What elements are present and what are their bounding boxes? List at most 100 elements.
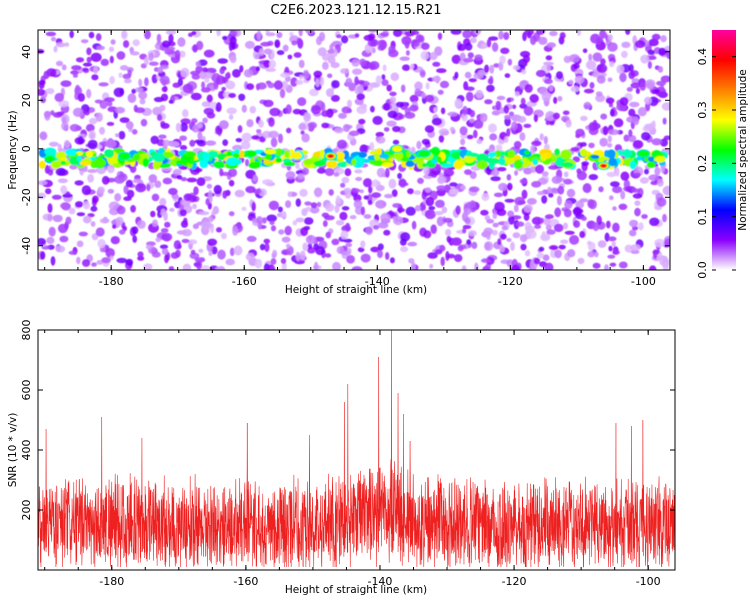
heatmap-cell: [414, 81, 423, 91]
heatmap-cell: [389, 91, 397, 97]
heatmap-cell: [367, 199, 373, 205]
heatmap-cell: [539, 133, 544, 141]
heatmap-cell: [309, 88, 319, 97]
heatmap-cell: [265, 67, 277, 72]
heatmap-cell: [465, 86, 475, 91]
heatmap-cell: [592, 222, 600, 232]
heatmap-cell: [118, 130, 126, 140]
heatmap-cell: [649, 217, 660, 227]
heatmap-cell: [160, 122, 170, 129]
heatmap-cell: [638, 222, 644, 231]
heatmap-cell: [409, 104, 419, 112]
heatmap-cell: [363, 178, 373, 188]
heatmap-cell: [245, 159, 250, 167]
heatmap-cell: [38, 180, 48, 186]
heatmap-cell: [61, 114, 70, 125]
heatmap-cell: [313, 160, 326, 167]
heatmap-cell: [38, 192, 47, 200]
heatmap-cell: [411, 261, 416, 270]
heatmap-cell: [592, 262, 601, 269]
colorbar-gradient: [712, 30, 736, 270]
x-tick-label: -180: [99, 575, 124, 588]
heatmap-cell: [343, 187, 352, 193]
heatmap-cell: [493, 192, 504, 198]
heatmap-cell: [359, 58, 366, 66]
heatmap-frame: [37, 29, 671, 271]
heatmap-cell: [486, 166, 492, 175]
heatmap-cell: [608, 129, 620, 136]
heatmap-cell: [608, 245, 613, 252]
heatmap-cell: [241, 132, 252, 143]
heatmap-cell: [71, 65, 82, 71]
heatmap-cell: [490, 176, 501, 182]
heatmap-cell: [173, 240, 182, 250]
heatmap-cell: [301, 208, 308, 217]
heatmap-cell: [222, 35, 228, 41]
heatmap-cell: [386, 120, 397, 127]
heatmap-cell: [190, 92, 202, 101]
heatmap-cell: [249, 105, 257, 114]
heatmap-cell: [213, 160, 225, 169]
heatmap-cell: [489, 75, 494, 85]
heatmap-cell: [543, 136, 548, 145]
heatmap-cell: [525, 225, 535, 234]
heatmap-cell: [148, 52, 154, 62]
heatmap-cell: [295, 198, 301, 207]
heatmap-cell: [663, 238, 670, 247]
heatmap-cell: [156, 66, 164, 74]
heatmap-cell: [541, 195, 548, 204]
heatmap-cell: [241, 140, 251, 150]
heatmap-cell: [310, 105, 322, 115]
heatmap-cell: [474, 54, 483, 61]
heatmap-cell: [48, 226, 56, 237]
heatmap-cell: [575, 128, 585, 137]
y-tick-label: -40: [20, 237, 33, 255]
heatmap-cell: [38, 160, 46, 169]
heatmap-cell: [137, 256, 145, 261]
heatmap-cell: [64, 42, 70, 47]
heatmap-cell: [205, 140, 217, 146]
heatmap-cell: [138, 78, 143, 87]
heatmap-cell: [234, 189, 245, 198]
heatmap-cell: [295, 163, 300, 169]
heatmap-cell: [335, 219, 345, 226]
heatmap-cells: [38, 30, 670, 270]
heatmap-cell: [631, 188, 641, 193]
y-tick-label: -20: [20, 188, 33, 206]
heatmap-cell: [619, 97, 629, 106]
heatmap-cell: [327, 49, 335, 54]
heatmap-cell: [397, 172, 402, 180]
heatmap-cell: [523, 123, 532, 128]
heatmap-cell: [488, 123, 497, 133]
heatmap-cell: [441, 163, 454, 168]
heatmap-cell: [644, 96, 652, 105]
heatmap-cell: [225, 258, 235, 266]
heatmap-cell: [488, 36, 499, 41]
heatmap-cell: [160, 228, 169, 233]
heatmap-cell: [568, 79, 574, 85]
heatmap-cell: [531, 140, 542, 147]
heatmap-cell: [481, 258, 491, 263]
heatmap-cell: [405, 206, 416, 216]
heatmap-cell: [325, 231, 332, 239]
heatmap-cell: [463, 156, 475, 164]
heatmap-cell: [118, 173, 128, 182]
heatmap-cell: [484, 99, 493, 105]
heatmap-cell: [392, 215, 404, 226]
heatmap-cell: [437, 176, 447, 183]
heatmap-cell: [336, 162, 347, 168]
heatmap-cell: [267, 264, 276, 270]
heatmap-cell: [381, 162, 394, 168]
heatmap-cell: [181, 228, 192, 237]
heatmap-cell: [616, 64, 625, 74]
heatmap-cell: [606, 220, 611, 229]
heatmap-cell: [112, 224, 117, 229]
heatmap-hotspot: [637, 150, 650, 158]
heatmap-cell: [371, 47, 376, 54]
heatmap-cell: [155, 237, 161, 243]
heatmap-cell: [436, 68, 447, 74]
heatmap-cell: [360, 206, 366, 216]
heatmap-cell: [110, 39, 116, 45]
heatmap-cell: [523, 167, 533, 175]
heatmap-cell: [45, 31, 57, 37]
